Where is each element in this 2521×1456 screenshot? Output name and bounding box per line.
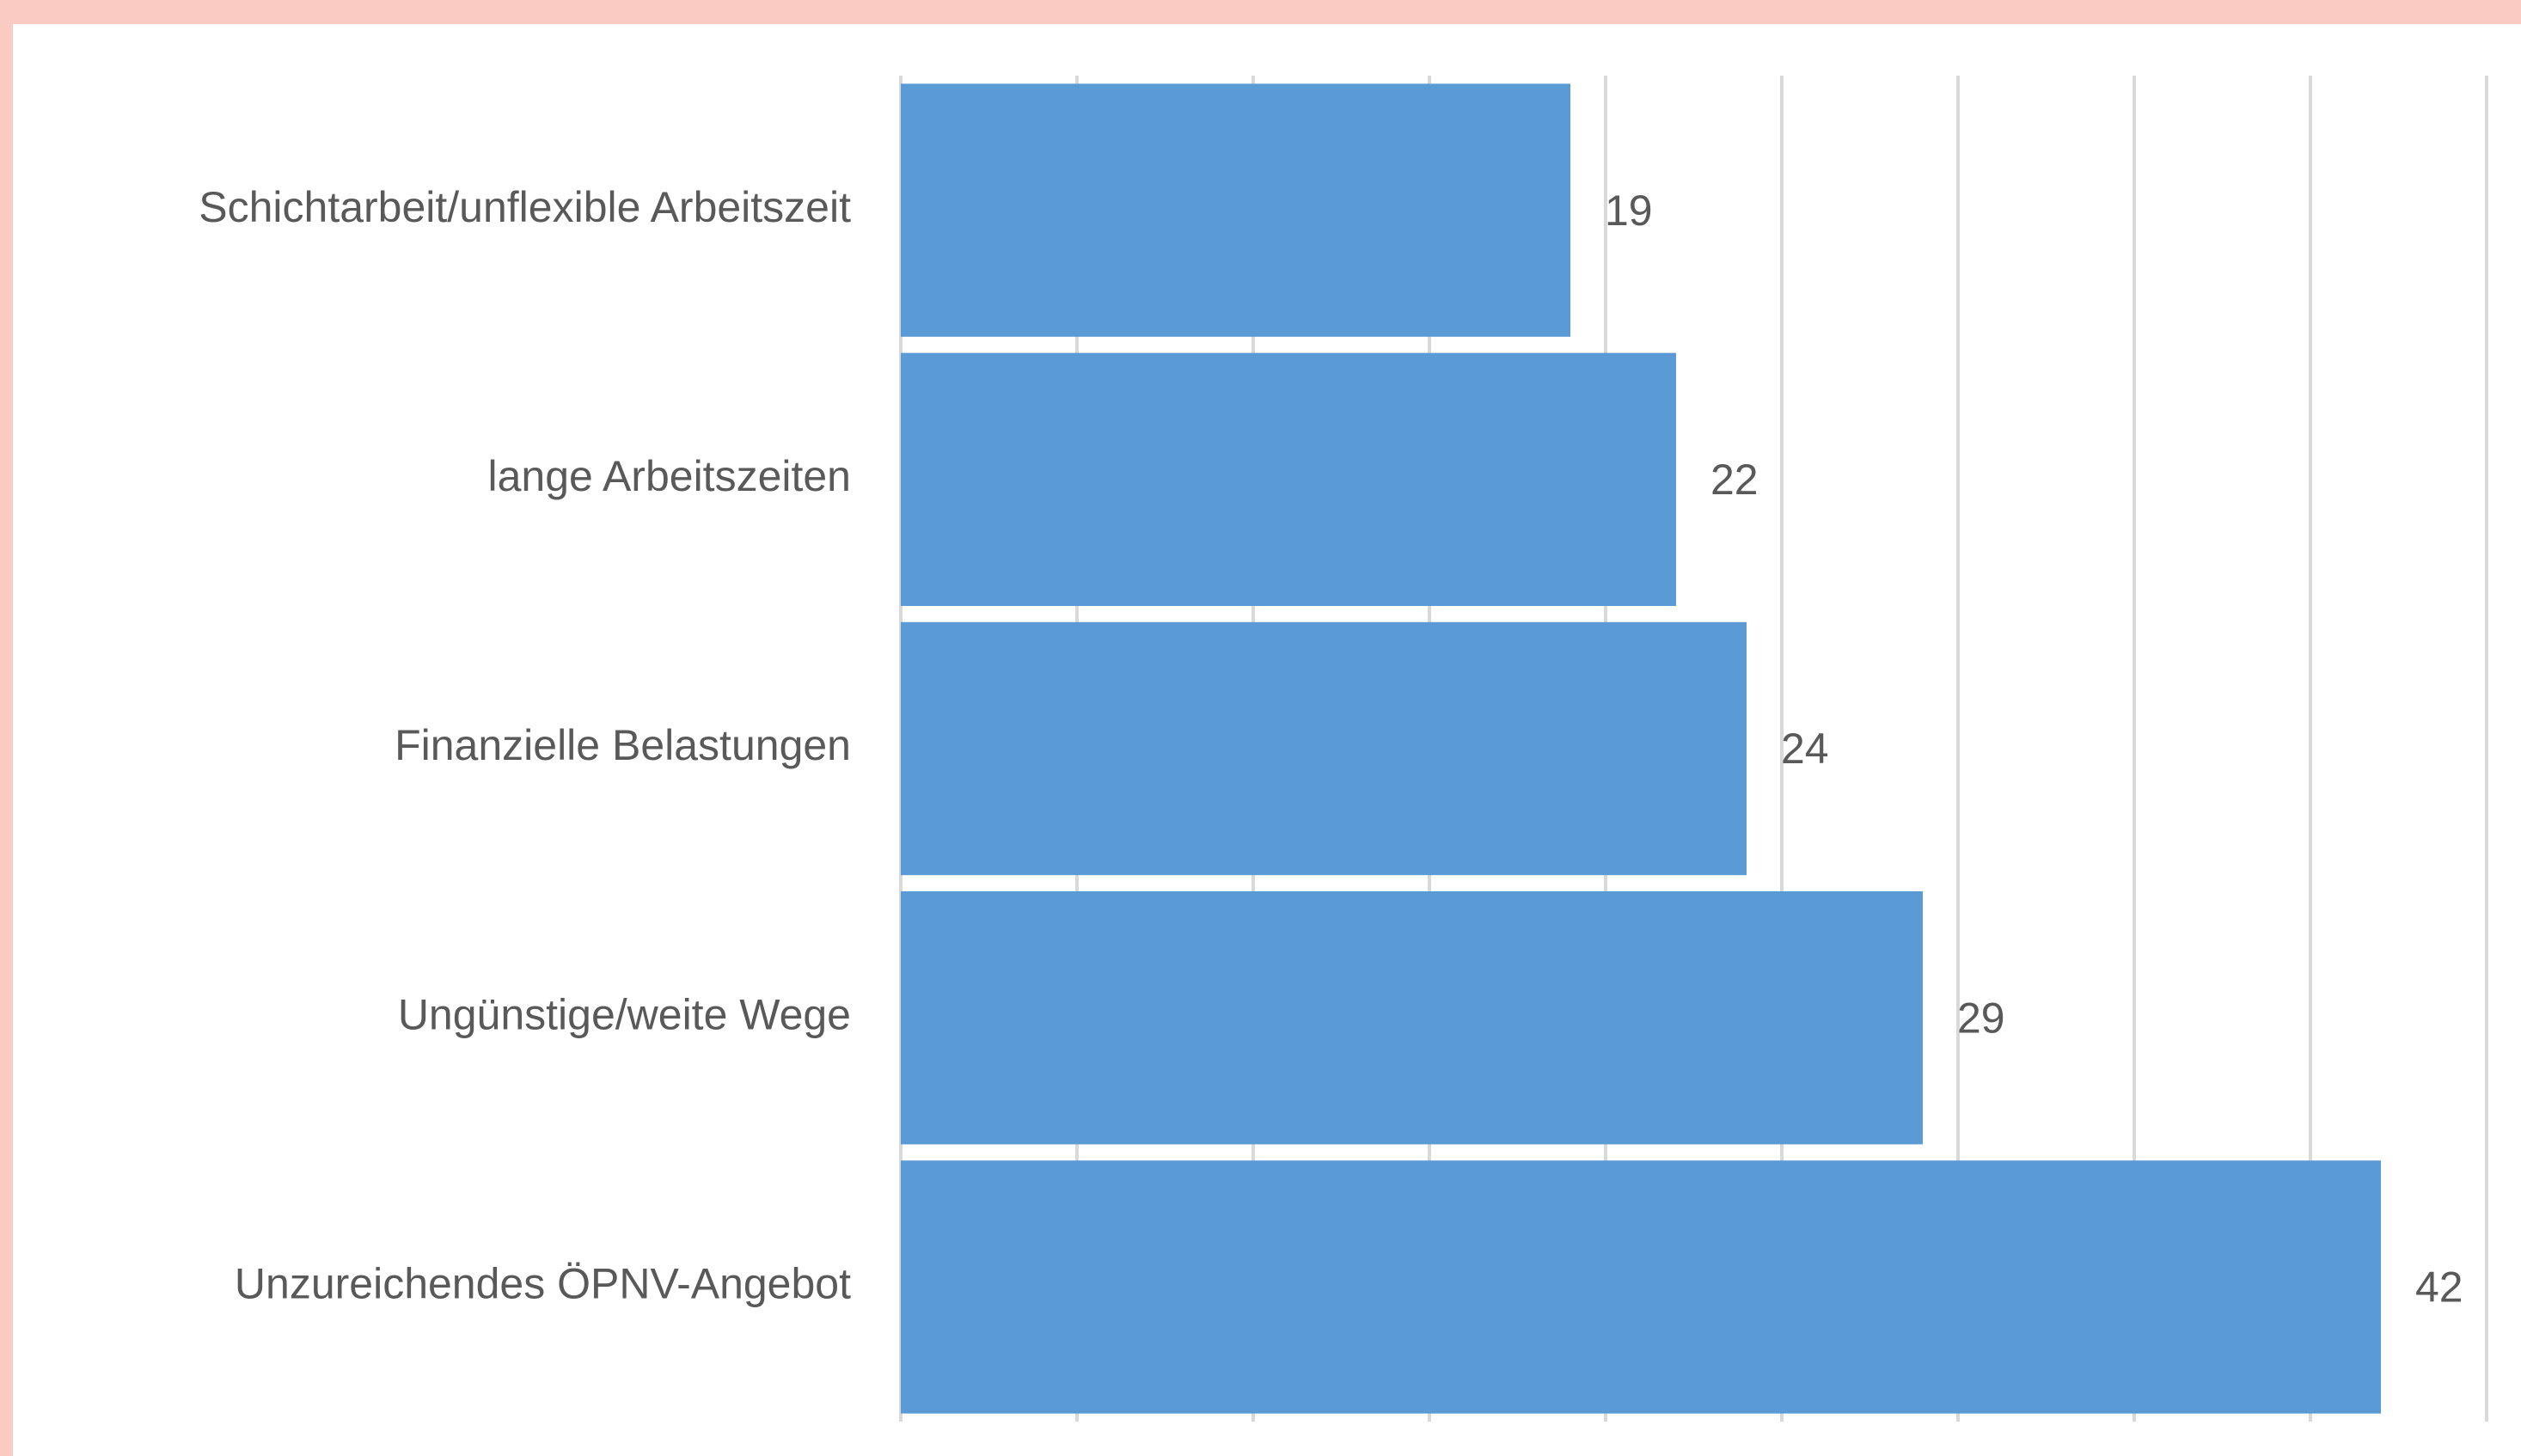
bar [901,621,1747,876]
y-tick-label: Ungünstige/weite Wege [398,990,851,1038]
bar [901,890,1923,1145]
data-label: 22 [1710,456,1759,504]
bar [901,83,1570,337]
data-label: 29 [1957,994,2005,1042]
data-label: 24 [1781,725,1829,773]
data-label: 42 [2415,1263,2463,1312]
y-tick-label: Unzureichendes ÖPNV-Angebot [235,1260,851,1308]
y-tick-label: Finanzielle Belastungen [395,721,851,769]
y-tick-label: Schichtarbeit/unflexible Arbeitszeit [199,183,851,231]
bar [901,352,1676,607]
data-label: 19 [1605,187,1653,235]
bar [901,1160,2381,1414]
y-tick-label: lange Arbeitszeiten [487,452,851,500]
